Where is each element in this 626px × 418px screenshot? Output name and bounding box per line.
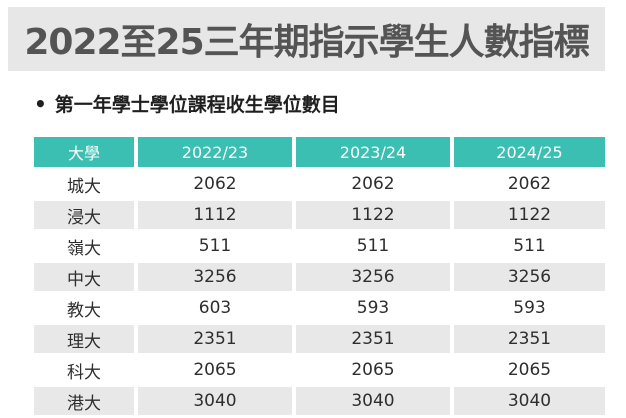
university-cell: 中大 — [34, 263, 134, 291]
table-row: 科大 2065 2065 2065 — [34, 356, 605, 384]
section-heading-text: 第一年學士學位課程收生學位數目 — [54, 94, 340, 116]
title-banner: 2022至25三年期指示學生人數指標 — [8, 7, 605, 71]
value-cell: 2062 — [138, 170, 292, 198]
table-header-row: 大學 2022/23 2023/24 2024/25 — [34, 137, 605, 167]
value-cell: 1122 — [296, 201, 450, 229]
value-cell: 2065 — [454, 356, 605, 384]
bullet-icon: • — [34, 92, 47, 116]
value-cell: 2351 — [454, 325, 605, 353]
value-cell: 511 — [138, 232, 292, 260]
university-cell: 城大 — [34, 170, 134, 198]
value-cell: 593 — [454, 294, 605, 322]
value-cell: 3256 — [138, 263, 292, 291]
value-cell: 1112 — [138, 201, 292, 229]
university-cell: 浸大 — [34, 201, 134, 229]
admissions-table-wrap: 大學 2022/23 2023/24 2024/25 城大 2062 2062 … — [30, 134, 609, 418]
university-cell: 嶺大 — [34, 232, 134, 260]
university-cell: 理大 — [34, 325, 134, 353]
value-cell: 2351 — [296, 325, 450, 353]
table-row: 港大 3040 3040 3040 — [34, 387, 605, 415]
value-cell: 1122 — [454, 201, 605, 229]
header-cell-university: 大學 — [34, 137, 134, 167]
value-cell: 511 — [296, 232, 450, 260]
value-cell: 3256 — [296, 263, 450, 291]
value-cell: 2062 — [296, 170, 450, 198]
value-cell: 511 — [454, 232, 605, 260]
value-cell: 3040 — [454, 387, 605, 415]
admissions-table: 大學 2022/23 2023/24 2024/25 城大 2062 2062 … — [30, 134, 609, 418]
value-cell: 2065 — [296, 356, 450, 384]
table-row: 嶺大 511 511 511 — [34, 232, 605, 260]
table-row: 中大 3256 3256 3256 — [34, 263, 605, 291]
header-cell-year-2022-23: 2022/23 — [138, 137, 292, 167]
table-row: 城大 2062 2062 2062 — [34, 170, 605, 198]
table-row: 教大 603 593 593 — [34, 294, 605, 322]
value-cell: 3256 — [454, 263, 605, 291]
value-cell: 2065 — [138, 356, 292, 384]
value-cell: 593 — [296, 294, 450, 322]
university-cell: 教大 — [34, 294, 134, 322]
header-cell-year-2023-24: 2023/24 — [296, 137, 450, 167]
university-cell: 科大 — [34, 356, 134, 384]
value-cell: 3040 — [138, 387, 292, 415]
header-cell-year-2024-25: 2024/25 — [454, 137, 605, 167]
section-heading: • 第一年學士學位課程收生學位數目 — [34, 90, 340, 117]
value-cell: 2351 — [138, 325, 292, 353]
table-row: 浸大 1112 1122 1122 — [34, 201, 605, 229]
value-cell: 2062 — [454, 170, 605, 198]
value-cell: 603 — [138, 294, 292, 322]
table-row: 理大 2351 2351 2351 — [34, 325, 605, 353]
value-cell: 3040 — [296, 387, 450, 415]
page-title: 2022至25三年期指示學生人數指標 — [24, 22, 589, 63]
university-cell: 港大 — [34, 387, 134, 415]
